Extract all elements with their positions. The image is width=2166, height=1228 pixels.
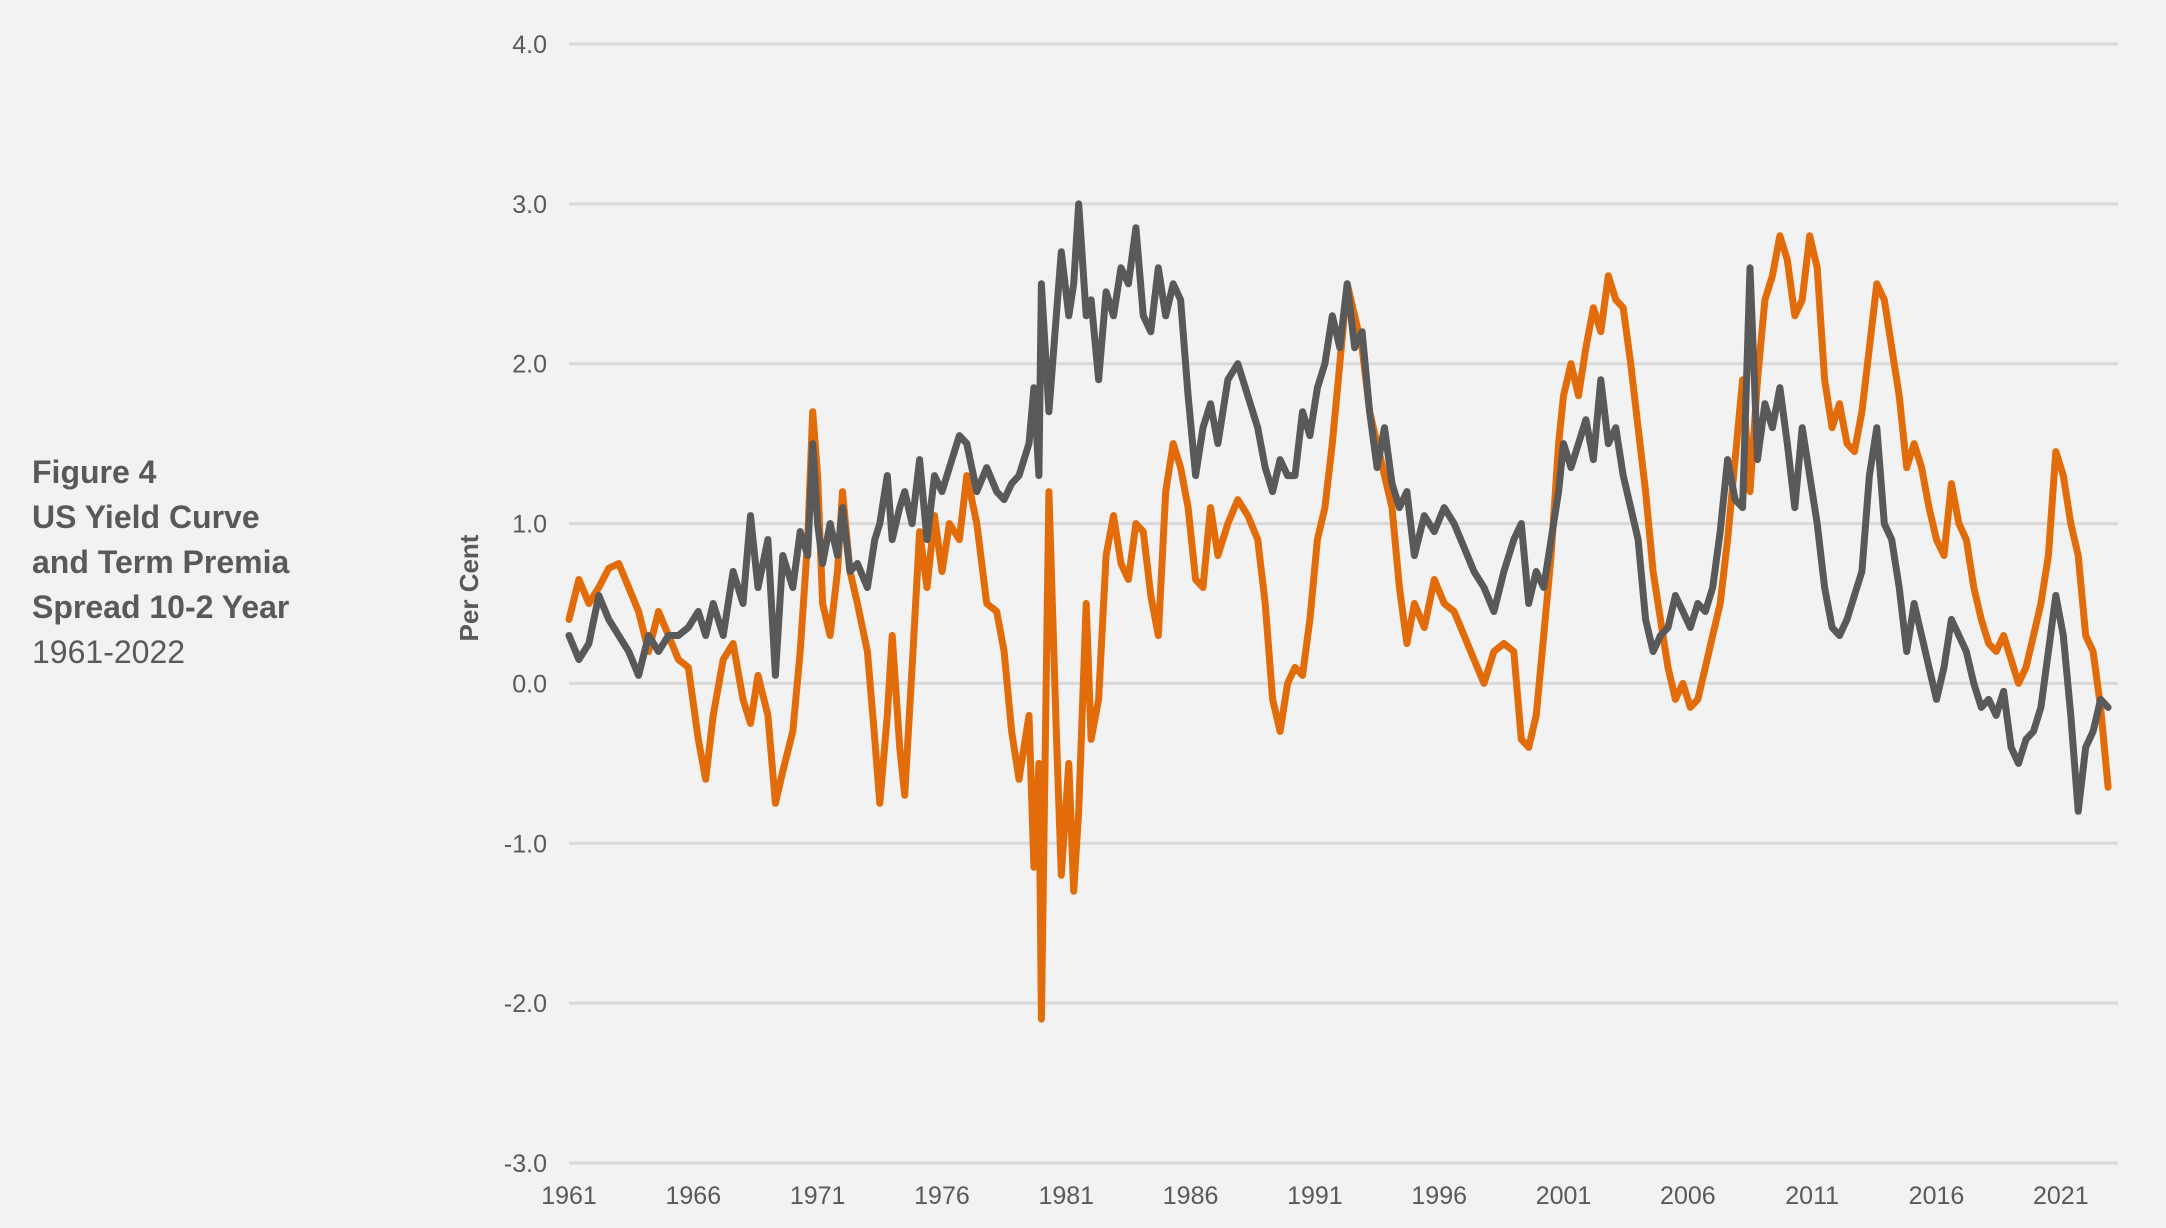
figure-title-line-3: Spread 10-2 Year [32, 589, 290, 625]
y-axis-tick-labels: 4.0 3.0 2.0 1.0 0.0 -1.0 -2.0 -3.0 [504, 31, 547, 1178]
figure-period: 1961-2022 [32, 634, 186, 670]
y-tick-label: -2.0 [504, 990, 547, 1018]
y-tick-label: 1.0 [512, 511, 547, 539]
x-tick-label: 2016 [1909, 1182, 1965, 1210]
x-tick-label: 1971 [790, 1182, 846, 1210]
x-tick-label: 1961 [541, 1182, 597, 1210]
x-tick-label: 1986 [1163, 1182, 1219, 1210]
series-lines [565, 200, 2112, 1023]
figure-number: Figure 4 [32, 454, 157, 490]
x-tick-label: 1976 [914, 1182, 970, 1210]
figure-title-line-1: US Yield Curve [32, 499, 260, 535]
y-tick-label: -1.0 [504, 830, 547, 858]
y-tick-label: 0.0 [512, 670, 547, 698]
y-tick-label: -3.0 [504, 1150, 547, 1178]
y-tick-label: 4.0 [512, 31, 547, 59]
y-tick-label: 3.0 [512, 191, 547, 219]
series-line-2 [565, 200, 2112, 815]
y-axis-title: Per Cent [454, 534, 484, 641]
x-tick-label: 1966 [666, 1182, 722, 1210]
x-axis-tick-labels: 1961 1966 1971 1976 1981 1986 1991 1996 2001 2006… [541, 1182, 2088, 1210]
y-tick-label: 2.0 [512, 351, 547, 379]
figure-caption: Figure 4 US Yield Curve and Term Premia … [32, 450, 432, 675]
x-tick-label: 2011 [1785, 1182, 1839, 1210]
x-tick-label: 1996 [1411, 1182, 1467, 1210]
x-tick-label: 1991 [1287, 1182, 1343, 1210]
figure-title-line-2: and Term Premia [32, 544, 290, 580]
x-tick-label: 2021 [2033, 1182, 2089, 1210]
x-tick-label: 2001 [1536, 1182, 1592, 1210]
series-line-1 [565, 232, 2112, 1023]
x-tick-label: 2006 [1660, 1182, 1716, 1210]
x-tick-label: 1981 [1038, 1182, 1094, 1210]
